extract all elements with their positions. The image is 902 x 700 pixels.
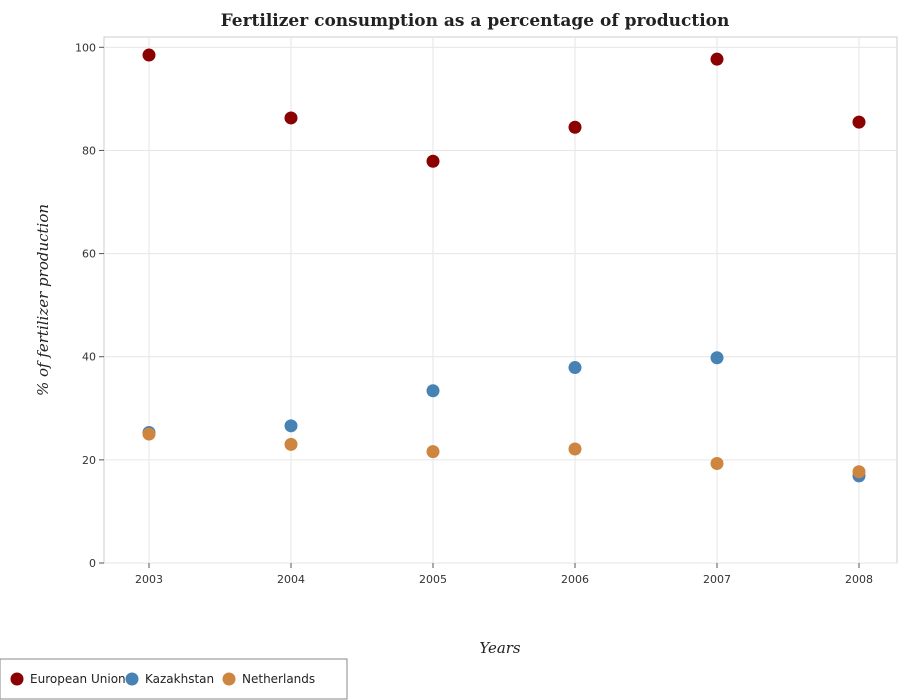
x-tick-label: 2003 <box>135 573 163 586</box>
y-axis: 0 20 40 60 80 100 <box>75 41 104 570</box>
x-tick-label: 2005 <box>419 573 447 586</box>
data-point <box>852 115 866 129</box>
data-point <box>568 442 582 456</box>
data-point <box>284 111 298 125</box>
legend-marker <box>222 672 236 686</box>
legend-label: European Union <box>30 672 126 686</box>
series-european-union <box>142 48 866 168</box>
legend-marker <box>125 672 139 686</box>
data-point <box>710 351 724 365</box>
data-point <box>426 445 440 459</box>
y-tick-label: 0 <box>89 557 96 570</box>
data-point <box>710 456 724 470</box>
series-netherlands <box>142 427 866 479</box>
data-point <box>284 419 298 433</box>
data-point <box>852 465 866 479</box>
y-axis-label: % of fertilizer production <box>34 204 52 396</box>
legend-marker <box>10 672 24 686</box>
data-point <box>142 427 156 441</box>
x-tick-label: 2004 <box>277 573 305 586</box>
y-tick-label: 80 <box>82 144 96 157</box>
x-tick-label: 2007 <box>703 573 731 586</box>
legend-box <box>0 658 348 700</box>
data-point <box>568 361 582 375</box>
x-axis: 2003 2004 2005 2006 2007 2008 <box>135 563 873 586</box>
data-point <box>284 437 298 451</box>
legend: European Union Kazakhstan Netherlands <box>0 658 348 700</box>
chart-title: Fertilizer consumption as a percentage o… <box>221 11 730 31</box>
legend-label: Kazakhstan <box>145 672 214 686</box>
data-point <box>426 154 440 168</box>
data-point <box>142 48 156 62</box>
data-point <box>710 52 724 66</box>
data-point <box>426 384 440 398</box>
y-tick-label: 20 <box>82 454 96 467</box>
x-axis-label: Years <box>479 639 521 657</box>
plot-area <box>103 36 898 564</box>
y-tick-label: 100 <box>75 41 96 54</box>
x-tick-label: 2008 <box>845 573 873 586</box>
x-tick-label: 2006 <box>561 573 589 586</box>
data-point <box>568 120 582 134</box>
y-tick-label: 60 <box>82 248 96 261</box>
legend-label: Netherlands <box>242 672 315 686</box>
y-tick-label: 40 <box>82 351 96 364</box>
data-points <box>142 48 866 483</box>
